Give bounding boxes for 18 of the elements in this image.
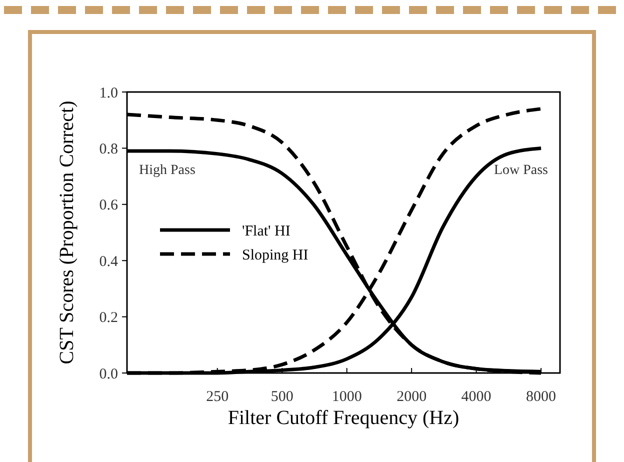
x-tick-label: 4000 (461, 389, 492, 405)
x-tick-label: 500 (270, 389, 294, 405)
y-tick-label: 0.2 (99, 310, 118, 326)
x-axis-title: Filter Cutoff Frequency (Hz) (228, 407, 460, 429)
y-tick-label: 0.4 (99, 254, 118, 270)
legend-label: Sloping HI (242, 247, 308, 264)
annotation: Low Pass (494, 163, 548, 178)
y-tick-label: 1.0 (99, 85, 118, 102)
x-tick-label: 1000 (332, 389, 362, 405)
x-tick-label: 250 (206, 389, 229, 405)
annotation: High Pass (139, 163, 196, 178)
y-tick-label: 0.0 (99, 366, 118, 382)
y-axis-title: CST Scores (Proportion Correct) (56, 100, 78, 364)
x-tick-label: 8000 (526, 389, 556, 405)
legend-label: 'Flat' HI (242, 223, 290, 240)
x-tick-label: 2000 (396, 389, 427, 405)
y-tick-label: 0.6 (99, 198, 118, 214)
y-tick-label: 0.8 (99, 141, 118, 158)
